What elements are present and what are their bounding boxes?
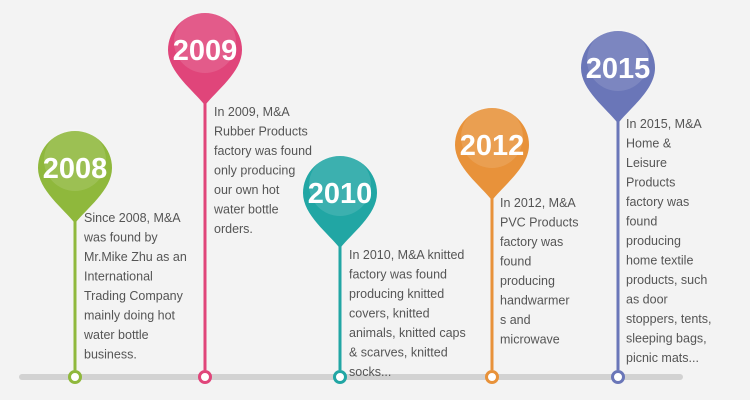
description-line: & scarves, knitted [349,346,448,360]
description-line: stoppers, tents, [626,312,711,326]
description-line: In 2009, M&A [214,105,290,119]
description-line: products, such [626,273,707,287]
description-line: Mr.Mike Zhu as an [84,250,187,264]
timeline-dot [198,370,212,384]
description-line: was found by [83,231,158,245]
description-line: factory was found [349,268,447,282]
description-line: PVC Products [500,216,579,230]
description-line: International [84,270,153,284]
timeline-dot [611,370,625,384]
pin [455,108,529,201]
description-line: Products [626,176,675,190]
description-line: animals, knitted caps [349,326,466,340]
year-label: 2008 [43,153,108,185]
description-line: orders. [214,222,253,236]
description-line: In 2012, M&A [500,196,576,210]
year-label: 2015 [586,53,651,85]
description-line: producing [500,274,555,288]
pin [303,156,377,249]
description-line: as door [626,293,668,307]
description-line: producing [626,234,681,248]
description-line: In 2010, M&A knitted [349,248,464,262]
pin-highlight [174,11,236,73]
timeline-dot [68,370,82,384]
pin [581,31,655,124]
pin [168,13,242,106]
pin-highlight [44,129,106,191]
description-line: socks... [349,365,391,379]
description-line: Since 2008, M&A [84,211,181,225]
description-line: water bottle [213,203,279,217]
description-line: Leisure [626,156,667,170]
description-line: our own hot [214,183,280,197]
description-line: picnic mats... [626,351,699,365]
description-line: Rubber Products [214,125,308,139]
description-line: business. [84,348,137,362]
description-line: Trading Company [84,289,184,303]
description-line: producing knitted [349,287,444,301]
description-line: factory was found [214,144,312,158]
description-line: water bottle [83,328,149,342]
description-line: mainly doing hot [84,309,176,323]
year-label: 2009 [173,35,238,67]
description-line: factory was [500,235,563,249]
description-line: s and [500,313,531,327]
description-line: only producing [214,164,295,178]
year-label: 2010 [308,178,373,210]
pin-highlight [309,154,371,216]
description-line: handwarmer [500,294,569,308]
year-label: 2012 [460,130,525,162]
description-line: In 2015, M&A [626,117,702,131]
pin-highlight [587,29,649,91]
timeline-dot [485,370,499,384]
description-line: found [626,215,657,229]
timeline-dot [333,370,347,384]
description-line: Home & [626,137,672,151]
description-line: home textile [626,254,693,268]
description-line: sleeping bags, [626,332,707,346]
pin [38,131,112,224]
description-line: factory was [626,195,689,209]
description-line: covers, knitted [349,307,430,321]
description-line: found [500,255,531,269]
pin-highlight [461,106,523,168]
description-line: microwave [500,333,560,347]
